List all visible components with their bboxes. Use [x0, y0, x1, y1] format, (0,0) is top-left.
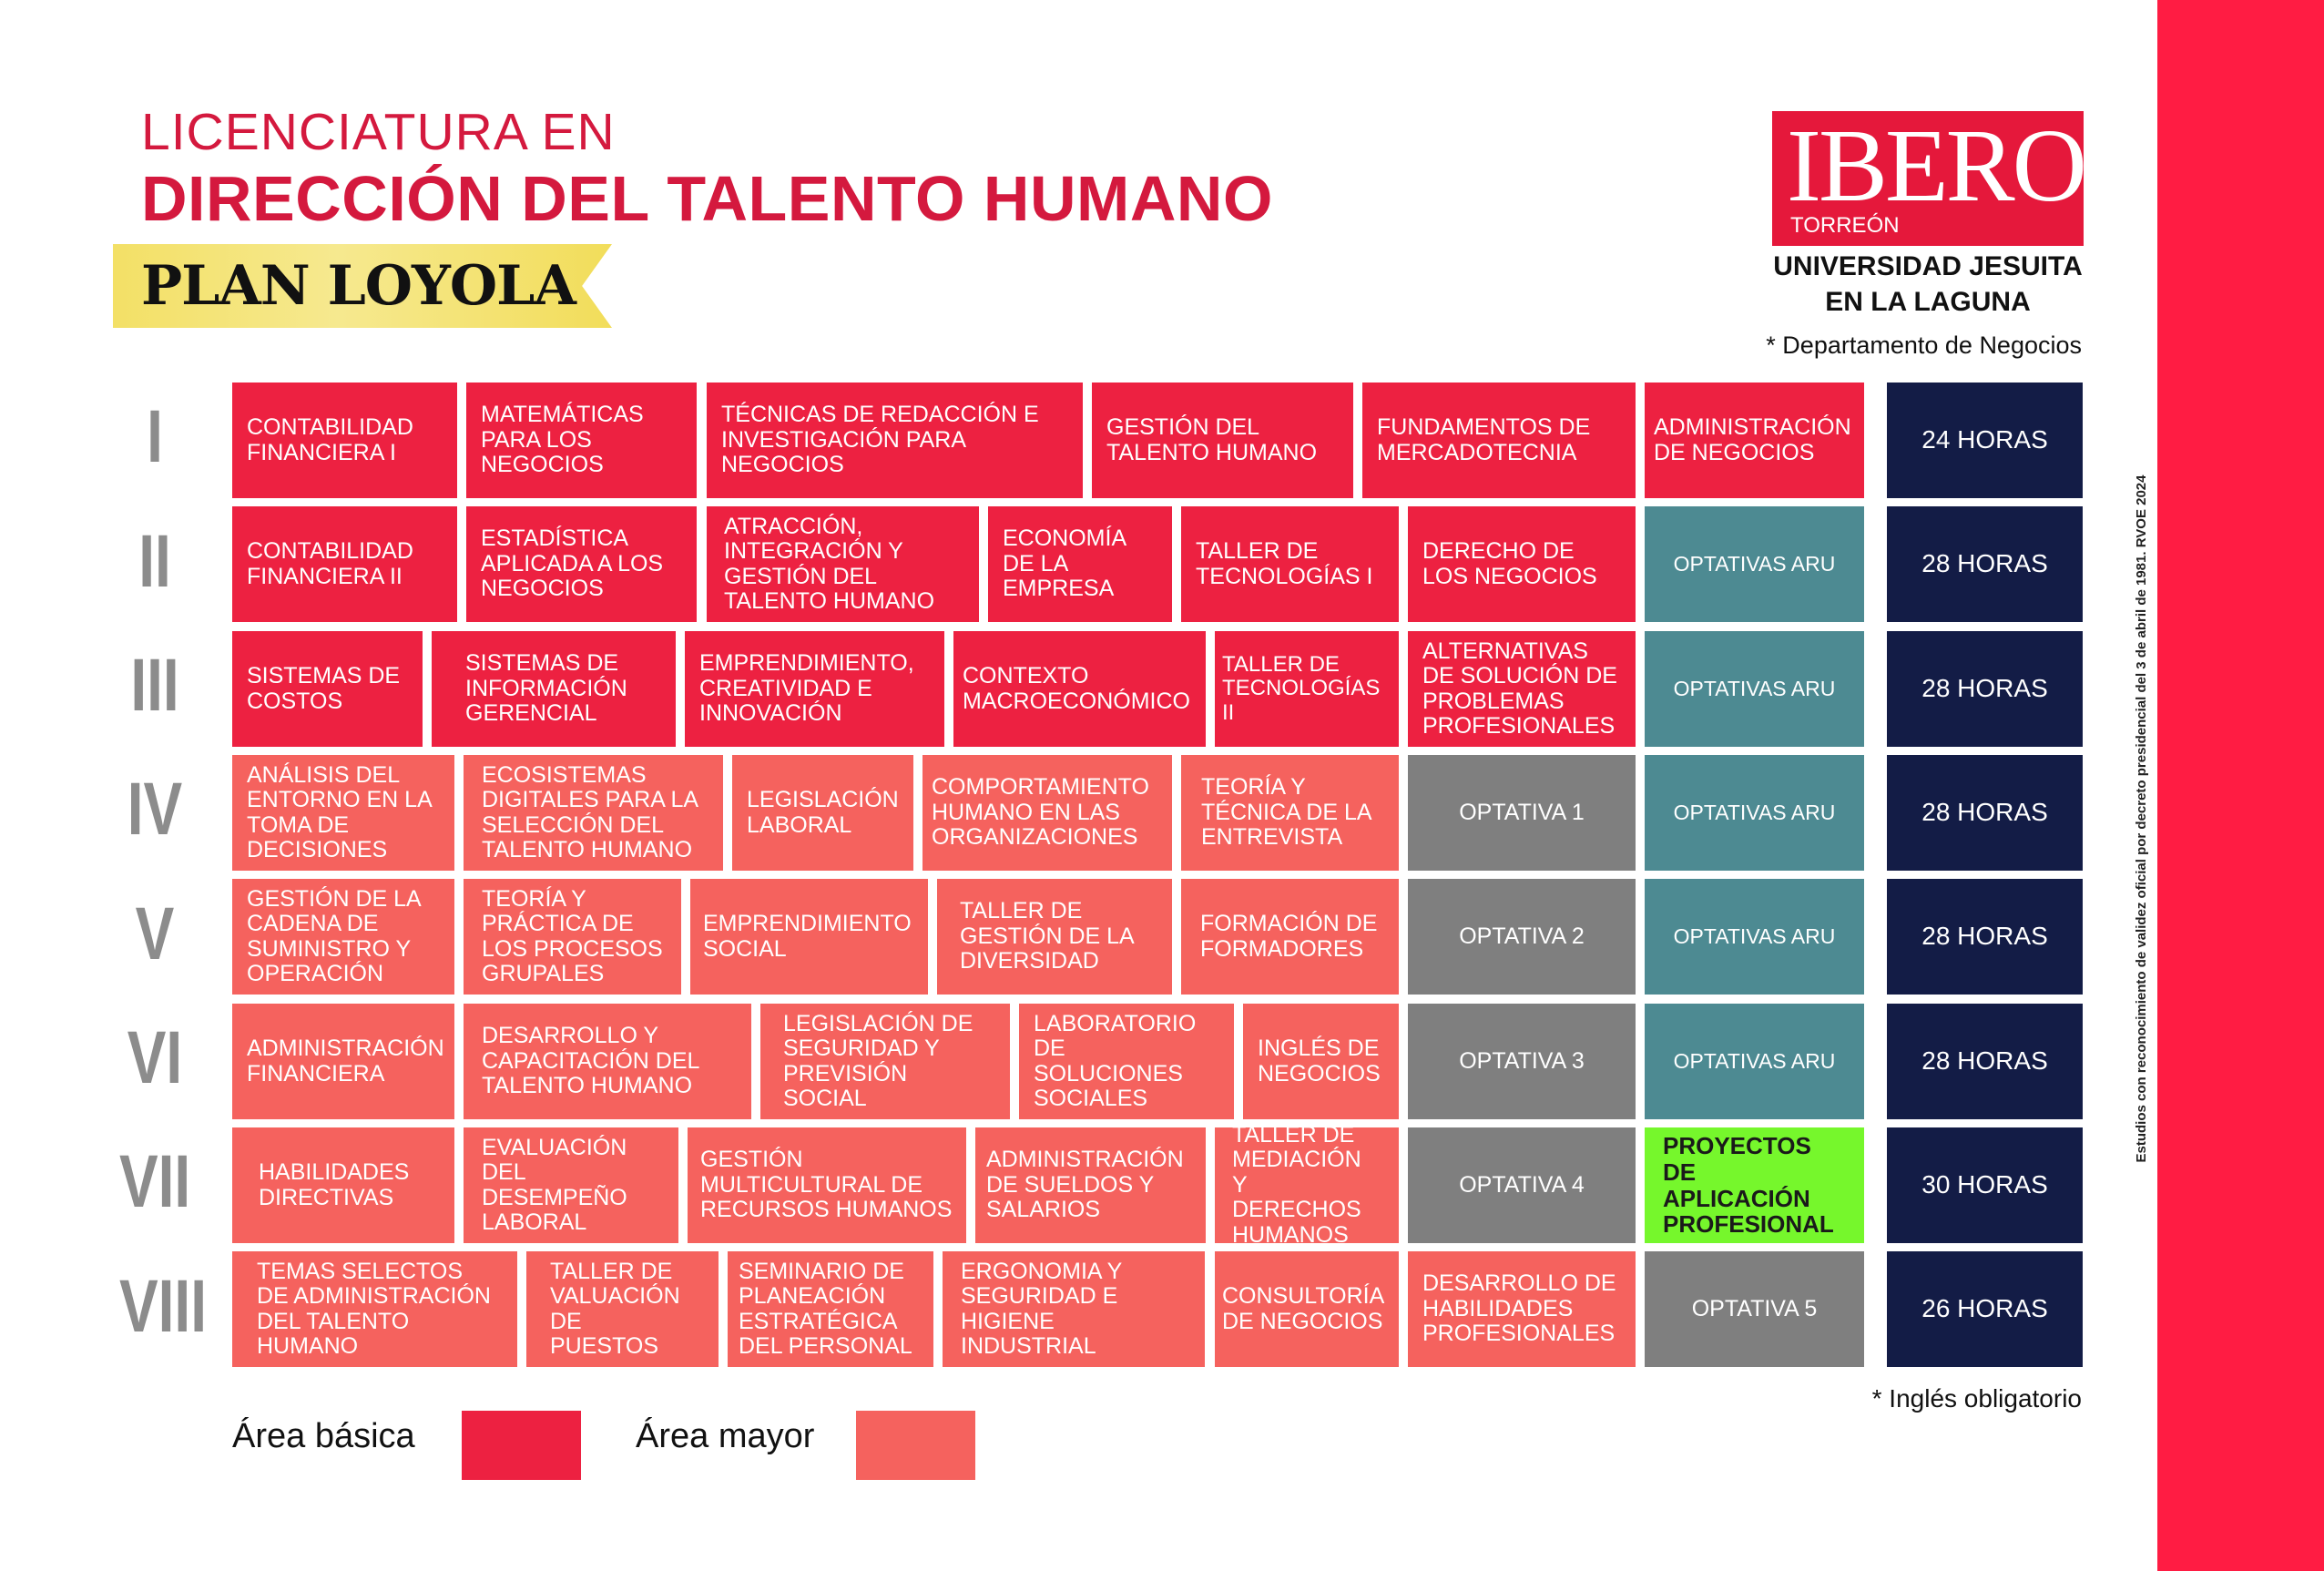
hours-cell: 28 HORAS: [1887, 506, 2083, 622]
course-cell: EMPRENDIMIENTO SOCIAL: [690, 879, 928, 995]
course-cell: ESTADÍSTICA APLICADA A LOS NEGOCIOS: [466, 506, 697, 622]
hours-cell: 26 HORAS: [1887, 1251, 2083, 1367]
course-cell: ALTERNATIVAS DE SOLUCIÓN DE PROBLEMAS PR…: [1408, 631, 1636, 747]
course-cell: ADMINISTRACIÓN DE SUELDOS Y SALARIOS: [975, 1127, 1206, 1243]
elective-cell: OPTATIVA 4: [1408, 1127, 1636, 1243]
hours-cell: 28 HORAS: [1887, 631, 2083, 747]
plan-banner: [113, 244, 612, 328]
semester-numeral-7: VII: [119, 1140, 191, 1223]
course-cell: COMPORTAMIENTO HUMANO EN LAS ORGANIZACIO…: [922, 755, 1172, 871]
course-cell: TALLER DE TECNOLOGÍAS I: [1181, 506, 1399, 622]
legend-basic-swatch: [462, 1411, 581, 1480]
semester-numeral-8: VIII: [119, 1265, 207, 1348]
course-cell: ADMINISTRACIÓN DE NEGOCIOS: [1645, 383, 1864, 498]
semester-numeral-6: VI: [127, 1016, 183, 1099]
course-cell: DERECHO DE LOS NEGOCIOS: [1408, 506, 1636, 622]
course-cell: TEMAS SELECTOS DE ADMINISTRACIÓN DEL TAL…: [232, 1251, 517, 1367]
course-cell: ATRACCIÓN, INTEGRACIÓN Y GESTIÓN DEL TAL…: [707, 506, 979, 622]
hours-cell: 30 HORAS: [1887, 1127, 2083, 1243]
title-line-1: LICENCIATURA EN: [141, 103, 616, 161]
elective-aru-cell: OPTATIVAS ARU: [1645, 755, 1864, 871]
course-cell: ECOSISTEMAS DIGITALES PARA LA SELECCIÓN …: [464, 755, 723, 871]
course-cell: FUNDAMENTOS DE MERCADOTECNIA: [1362, 383, 1636, 498]
course-cell: TALLER DE TECNOLOGÍAS II: [1215, 631, 1399, 747]
elective-cell: OPTATIVA 3: [1408, 1004, 1636, 1119]
semester-numeral-2: II: [138, 520, 171, 603]
legal-validity-note: Estudios con reconocimiento de validez o…: [2134, 474, 2149, 1163]
course-cell: DESARROLLO DE HABILIDADES PROFESIONALES: [1408, 1251, 1636, 1367]
semester-numeral-5: V: [135, 893, 175, 975]
course-cell: GESTIÓN DE LA CADENA DE SUMINISTRO Y OPE…: [232, 879, 454, 995]
university-name-line-2: EN LA LAGUNA: [1825, 287, 2031, 317]
hours-cell: 28 HORAS: [1887, 755, 2083, 871]
course-cell: SISTEMAS DE INFORMACIÓN GERENCIAL: [432, 631, 676, 747]
professional-projects-cell: PROYECTOS DE APLICACIÓN PROFESIONAL: [1645, 1127, 1864, 1243]
course-cell: TALLER DE GESTIÓN DE LA DIVERSIDAD: [937, 879, 1172, 995]
elective-cell: OPTATIVA 1: [1408, 755, 1636, 871]
logo-wordmark: IBERO: [1787, 107, 2087, 223]
course-cell: LABORATORIO DE SOLUCIONES SOCIALES: [1019, 1004, 1234, 1119]
plan-label: PLAN LOYOLA: [141, 254, 576, 318]
hours-cell: 24 HORAS: [1887, 383, 2083, 498]
course-cell: LEGISLACIÓN DE SEGURIDAD Y PREVISIÓN SOC…: [760, 1004, 1010, 1119]
semester-numeral-1: I: [147, 395, 163, 478]
elective-cell: OPTATIVA 5: [1645, 1251, 1864, 1367]
course-cell: TEORÍA Y TÉCNICA DE LA ENTREVISTA: [1181, 755, 1399, 871]
english-requirement-note: * Inglés obligatorio: [1871, 1384, 2082, 1413]
course-cell: HABILIDADES DIRECTIVAS: [232, 1127, 454, 1243]
course-cell: TALLER DE VALUACIÓN DE PUESTOS: [526, 1251, 719, 1367]
course-cell: CONSULTORÍA DE NEGOCIOS: [1215, 1251, 1399, 1367]
program-title: DIRECCIÓN DEL TALENTO HUMANO: [141, 163, 1273, 234]
course-cell: ECONOMÍA DE LA EMPRESA: [988, 506, 1172, 622]
course-cell: ADMINISTRACIÓN FINANCIERA: [232, 1004, 454, 1119]
legend-major-swatch: [856, 1411, 975, 1480]
course-cell: TALLER DE MEDIACIÓN Y DERECHOS HUMANOS: [1215, 1127, 1399, 1243]
course-cell: ERGONOMIA Y SEGURIDAD E HIGIENE INDUSTRI…: [943, 1251, 1205, 1367]
course-cell: CONTABILIDAD FINANCIERA I: [232, 383, 457, 498]
side-accent-bar: [2157, 0, 2324, 1571]
course-cell: SEMINARIO DE PLANEACIÓN ESTRATÉGICA DEL …: [728, 1251, 933, 1367]
university-name-line-1: UNIVERSIDAD JESUITA: [1773, 251, 2083, 281]
course-cell: INGLÉS DE NEGOCIOS: [1243, 1004, 1399, 1119]
course-cell: CONTEXTO MACROECONÓMICO: [953, 631, 1206, 747]
hours-cell: 28 HORAS: [1887, 1004, 2083, 1119]
elective-aru-cell: OPTATIVAS ARU: [1645, 631, 1864, 747]
course-cell: EVALUACIÓN DEL DESEMPEÑO LABORAL: [464, 1127, 678, 1243]
elective-cell: OPTATIVA 2: [1408, 879, 1636, 995]
course-cell: DESARROLLO Y CAPACITACIÓN DEL TALENTO HU…: [464, 1004, 751, 1119]
course-cell: LEGISLACIÓN LABORAL: [732, 755, 913, 871]
course-cell: TÉCNICAS DE REDACCIÓN E INVESTIGACIÓN PA…: [707, 383, 1083, 498]
course-cell: SISTEMAS DE COSTOS: [232, 631, 423, 747]
legend-basic-label: Área básica: [232, 1417, 415, 1455]
semester-numeral-3: III: [130, 644, 179, 727]
elective-aru-cell: OPTATIVAS ARU: [1645, 879, 1864, 995]
course-cell: EMPRENDIMIENTO, CREATIVIDAD E INNOVACIÓN: [685, 631, 944, 747]
legend-major-label: Área mayor: [636, 1417, 815, 1455]
course-cell: FORMACIÓN DE FORMADORES: [1181, 879, 1399, 995]
course-cell: GESTIÓN DEL TALENTO HUMANO: [1092, 383, 1353, 498]
elective-aru-cell: OPTATIVAS ARU: [1645, 1004, 1864, 1119]
course-cell: TEORÍA Y PRÁCTICA DE LOS PROCESOS GRUPAL…: [464, 879, 681, 995]
department-note: * Departamento de Negocios: [1766, 332, 2082, 359]
elective-aru-cell: OPTATIVAS ARU: [1645, 506, 1864, 622]
ibero-logo: [1772, 111, 2084, 246]
course-cell: GESTIÓN MULTICULTURAL DE RECURSOS HUMANO…: [688, 1127, 966, 1243]
logo-city: TORREÓN: [1790, 213, 1900, 238]
course-cell: CONTABILIDAD FINANCIERA II: [232, 506, 457, 622]
semester-numeral-4: IV: [127, 768, 183, 851]
course-cell: MATEMÁTICAS PARA LOS NEGOCIOS: [466, 383, 697, 498]
course-cell: ANÁLISIS DEL ENTORNO EN LA TOMA DE DECIS…: [232, 755, 454, 871]
hours-cell: 28 HORAS: [1887, 879, 2083, 995]
